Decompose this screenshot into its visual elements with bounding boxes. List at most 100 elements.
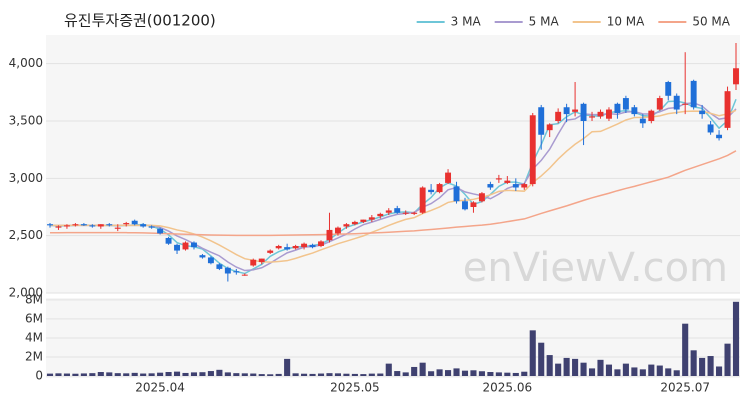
candle-body: [318, 241, 324, 246]
volume-bar: [453, 368, 460, 376]
candle-body: [648, 110, 655, 121]
volume-bar: [216, 369, 223, 376]
candle-body: [216, 264, 223, 269]
candle-body: [97, 224, 104, 227]
candle-body: [191, 242, 197, 248]
y-tick-label: 0: [35, 369, 43, 383]
y-tick-label: 6M: [25, 311, 43, 325]
candle-body: [733, 68, 739, 85]
candle-body: [47, 224, 53, 226]
candle-body: [224, 267, 231, 274]
candle-body: [385, 210, 392, 213]
volume-bar: [301, 373, 308, 376]
candle-body: [690, 80, 697, 108]
candle-body: [462, 201, 468, 210]
candle-body: [80, 224, 87, 226]
candle-body: [470, 202, 477, 207]
candle-body: [402, 212, 409, 214]
candle-body: [165, 237, 172, 244]
candle-body: [123, 223, 130, 225]
candle-body: [436, 184, 443, 193]
volume-bar: [402, 372, 409, 376]
y-tick-label: 8M: [25, 292, 43, 306]
candle-body: [207, 257, 214, 264]
volume-bar: [233, 373, 240, 376]
volume-bar: [148, 373, 155, 376]
ma-line: [50, 109, 737, 263]
volume-bar: [648, 364, 655, 376]
volume-bar: [656, 365, 663, 376]
candle-body: [428, 189, 435, 193]
candle-body: [131, 220, 138, 225]
candle-body: [343, 224, 350, 227]
volume-bar: [555, 363, 562, 376]
candle-body: [182, 242, 189, 250]
candle-body: [368, 217, 375, 220]
volume-bar: [46, 373, 54, 376]
volume-bar: [377, 373, 384, 376]
candle-body: [89, 225, 96, 227]
volume-bar: [716, 366, 723, 376]
candle-body: [148, 226, 155, 228]
y-tick-label: 3,000: [9, 171, 43, 185]
candle-body: [411, 212, 418, 214]
volume-bar: [699, 357, 706, 376]
ma-line: [50, 150, 737, 237]
candle-body: [63, 225, 70, 227]
volume-bar: [411, 366, 418, 376]
legend-label: 10 MA: [607, 15, 645, 29]
volume-bar: [622, 363, 629, 376]
candle-body: [563, 107, 570, 115]
candle-body: [309, 244, 316, 248]
candle-body: [301, 243, 308, 248]
ma-line: [49, 98, 737, 275]
legend-label: 50 MA: [692, 15, 730, 29]
candle-body: [631, 107, 638, 115]
volume-bar: [563, 357, 570, 376]
volume-bar: [258, 374, 265, 376]
candle-body: [665, 82, 672, 96]
volume-bar: [114, 373, 121, 376]
y-tick-label: 2M: [25, 349, 43, 363]
candle-body: [140, 224, 147, 227]
candle-body: [394, 208, 401, 213]
candle-body: [605, 109, 612, 119]
candle-body: [504, 180, 511, 183]
volume-bar: [478, 371, 485, 376]
volume-bar: [89, 373, 96, 376]
volume-bar: [512, 372, 519, 376]
volume-bar: [690, 350, 697, 376]
candle-body: [478, 193, 485, 202]
volume-bar: [521, 371, 528, 376]
volume-bar: [572, 358, 579, 376]
volume-bar: [199, 372, 206, 376]
candle-body: [377, 213, 384, 217]
y-tick-label: 2,500: [9, 228, 43, 242]
volume-bar: [284, 358, 291, 376]
volume-bar: [419, 362, 426, 376]
volume-bar: [580, 362, 587, 376]
candle-body: [453, 186, 460, 202]
candle-body: [55, 226, 62, 228]
candle-body: [241, 274, 248, 276]
candle-body: [546, 124, 553, 131]
candle-body: [258, 258, 265, 263]
volume-bar: [461, 370, 469, 376]
volume-bar: [673, 370, 680, 376]
candle-body: [682, 103, 689, 105]
volume-bar: [538, 342, 545, 376]
volume-bar: [631, 367, 638, 376]
volume-bar: [241, 373, 248, 376]
volume-bar: [97, 372, 104, 376]
volume-bar: [334, 373, 341, 376]
y-tick-label: 4M: [25, 330, 43, 344]
volume-bar: [80, 373, 87, 376]
volume-bar: [224, 372, 231, 376]
ma-line: [50, 102, 737, 272]
volume-bar: [343, 373, 350, 376]
volume-bar: [267, 374, 274, 376]
candle-body: [656, 98, 663, 110]
volume-bar: [326, 373, 333, 376]
candle-body: [538, 107, 545, 135]
